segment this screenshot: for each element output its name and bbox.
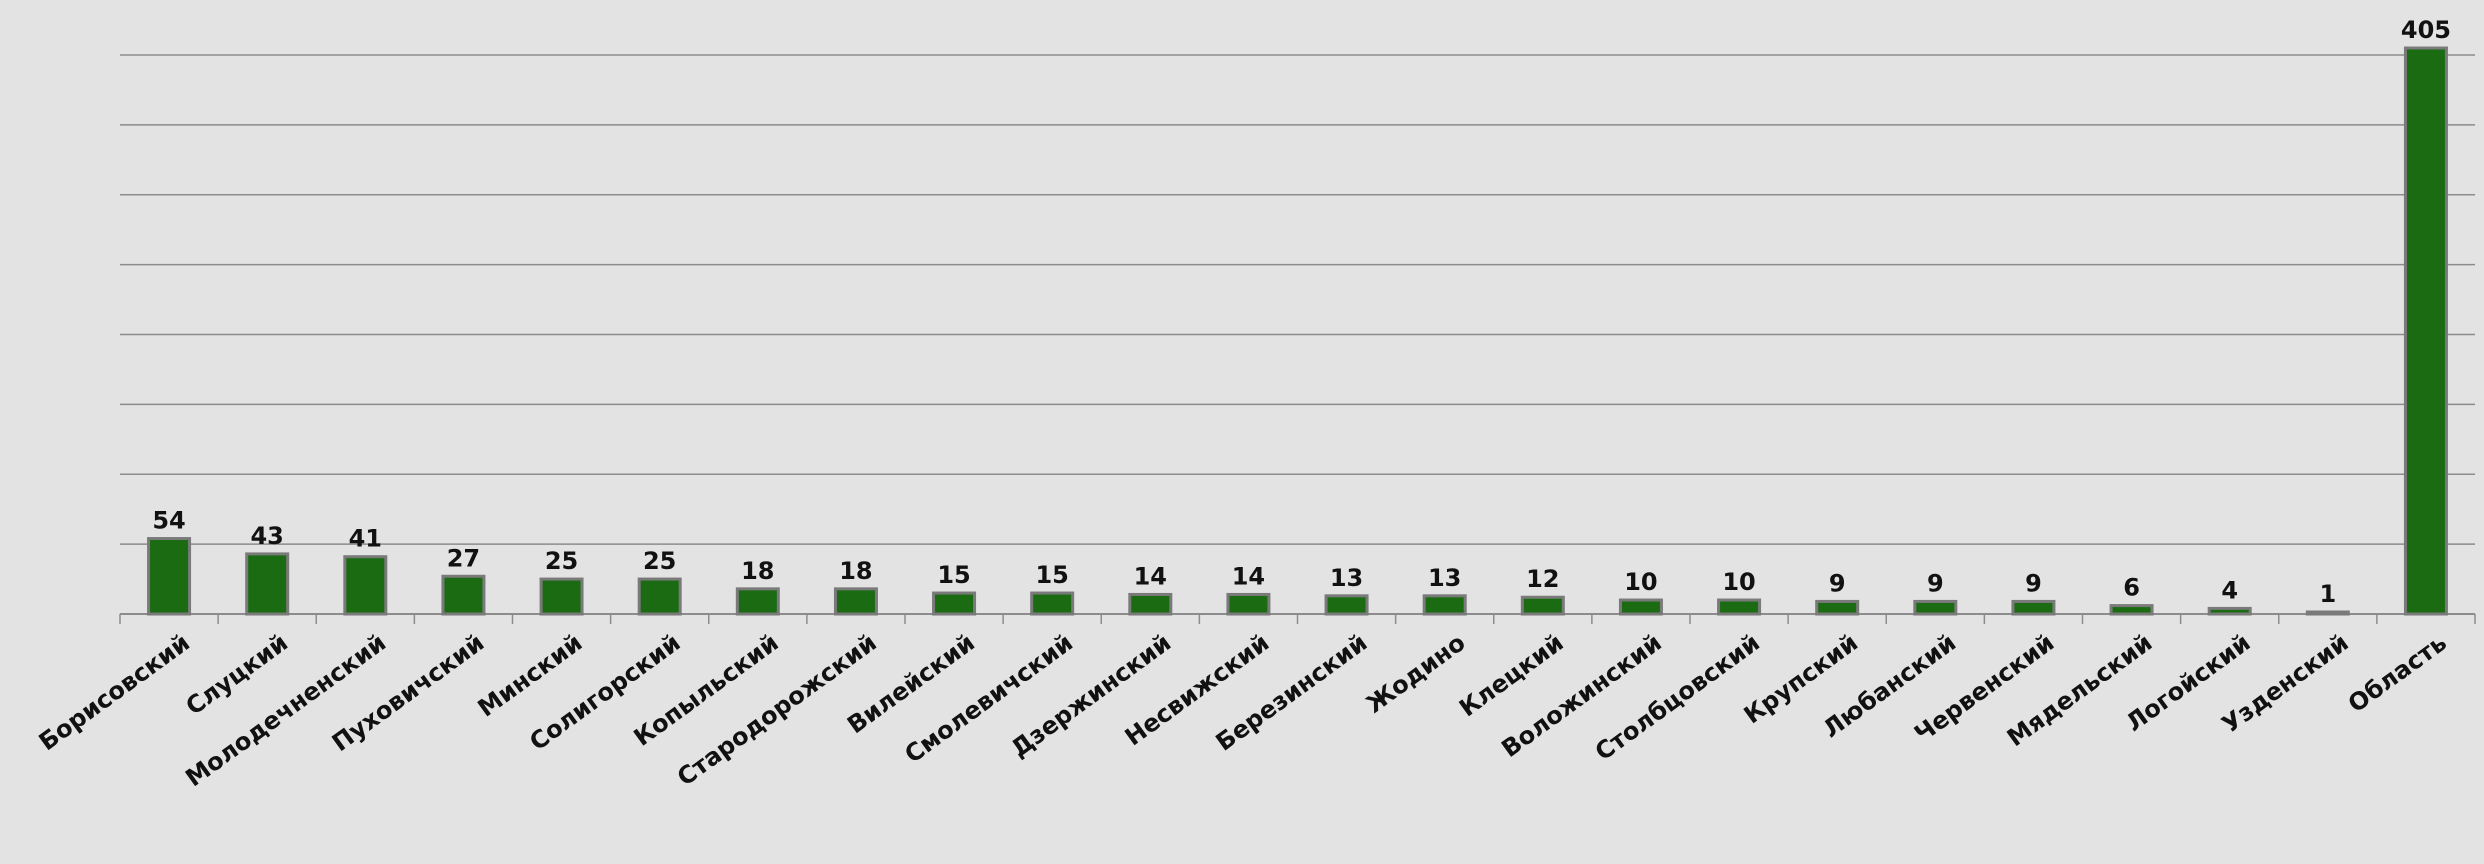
data-label: 15: [937, 561, 970, 589]
bar: [147, 537, 192, 616]
bar: [2109, 604, 2154, 616]
data-label: 405: [2401, 16, 2451, 44]
data-label: 1: [2319, 580, 2336, 608]
data-label: 54: [152, 507, 185, 535]
category-label: Дзержинский: [1006, 628, 1176, 762]
bar: [833, 587, 878, 616]
data-label: 25: [545, 547, 578, 575]
data-label: 18: [741, 557, 774, 585]
data-label: 6: [2123, 574, 2140, 602]
bar: [1324, 594, 1369, 616]
category-label: Смолевичский: [900, 628, 1078, 768]
data-label: 13: [1330, 564, 1363, 592]
category-labels: БорисовскийСлуцкийМолодечненскийПуховичс…: [34, 628, 2452, 792]
bar: [343, 555, 388, 616]
data-label: 4: [2221, 576, 2238, 604]
bar: [735, 587, 780, 616]
bar: [245, 552, 290, 616]
bar: [932, 591, 977, 616]
data-label: 27: [447, 544, 480, 572]
bar: [2305, 610, 2350, 616]
bar: [2403, 46, 2448, 616]
data-label: 13: [1428, 564, 1461, 592]
bar: [2011, 599, 2056, 616]
data-label: 10: [1624, 568, 1657, 596]
gridlines: [119, 54, 2476, 624]
data-label: 14: [1134, 562, 1167, 590]
bar: [1618, 598, 1663, 616]
bar: [1226, 592, 1271, 616]
bar: [1815, 599, 1860, 616]
bar: [441, 574, 486, 616]
bar: [1717, 598, 1762, 616]
data-label: 43: [250, 522, 283, 550]
data-label: 14: [1232, 562, 1265, 590]
data-label: 15: [1035, 561, 1068, 589]
bar: [1520, 595, 1565, 616]
bar: [1128, 592, 1173, 616]
category-label: Жодино: [1361, 628, 1471, 718]
bar: [539, 577, 584, 616]
bar: [1913, 599, 1958, 616]
bar: [637, 577, 682, 616]
category-label: Столбцовский: [1590, 628, 1765, 766]
bars: [147, 46, 2448, 616]
category-label: Область: [2343, 628, 2452, 718]
category-label: Борисовский: [34, 628, 195, 756]
data-label: 18: [839, 557, 872, 585]
category-label: Воложинский: [1496, 628, 1666, 762]
data-label: 9: [2025, 569, 2042, 597]
bar: [1030, 591, 1075, 616]
data-label: 12: [1526, 565, 1559, 593]
data-label: 41: [349, 525, 382, 553]
data-label: 9: [1829, 569, 1846, 597]
bar: [1422, 594, 1467, 616]
bar: [2207, 606, 2252, 616]
data-label: 25: [643, 547, 676, 575]
data-label: 9: [1927, 569, 1944, 597]
data-label: 10: [1722, 568, 1755, 596]
